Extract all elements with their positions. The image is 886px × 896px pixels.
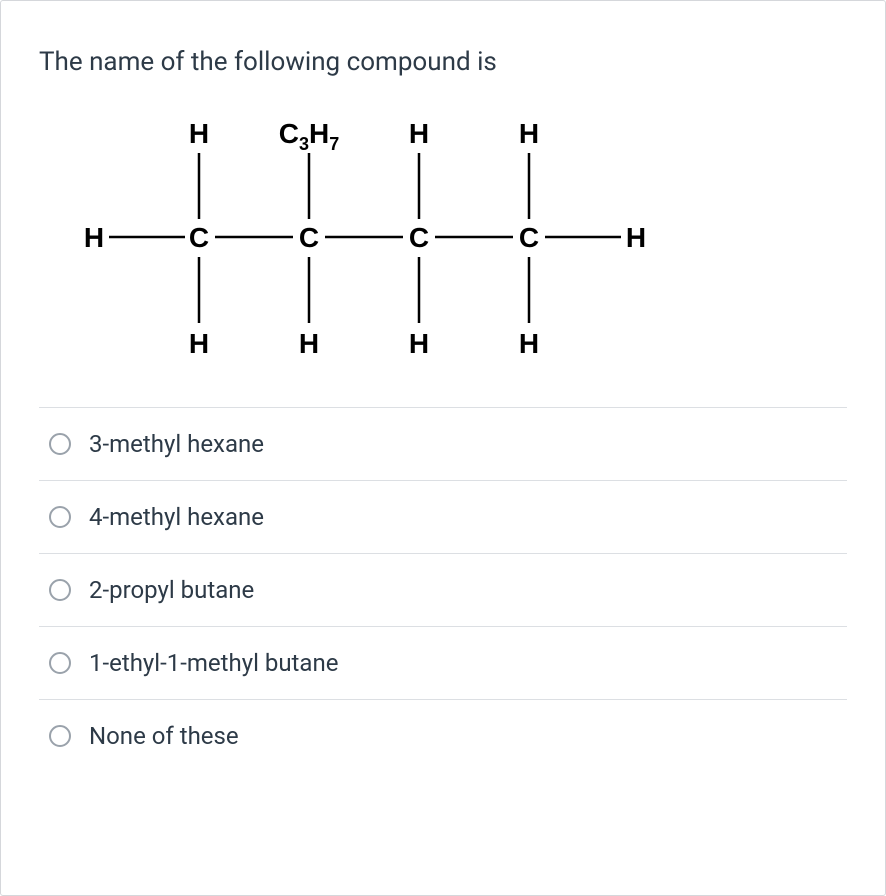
question-text: The name of the following compound is — [39, 47, 847, 77]
option-row[interactable]: 2-propyl butane — [39, 554, 847, 627]
option-row[interactable]: 1-ethyl-1-methyl butane — [39, 627, 847, 700]
carbon-2: C — [299, 222, 319, 253]
radio-icon[interactable] — [49, 725, 71, 747]
top-label-4: H — [519, 118, 539, 149]
left-H: H — [84, 222, 104, 253]
radio-icon[interactable] — [49, 652, 71, 674]
option-row[interactable]: 4-methyl hexane — [39, 481, 847, 554]
option-label: 1-ethyl-1-methyl butane — [89, 649, 338, 677]
compound-structure: H C3H7 H H H C C C C H — [69, 107, 847, 371]
top-label-3: H — [409, 118, 429, 149]
right-H: H — [626, 222, 646, 253]
bottom-label-1: H — [189, 328, 209, 359]
option-label: None of these — [89, 722, 239, 750]
carbon-3: C — [409, 222, 429, 253]
bottom-label-4: H — [519, 328, 539, 359]
option-row[interactable]: 3-methyl hexane — [39, 408, 847, 481]
bottom-label-3: H — [409, 328, 429, 359]
radio-icon[interactable] — [49, 433, 71, 455]
top-label-1: H — [189, 118, 209, 149]
option-label: 2-propyl butane — [89, 576, 254, 604]
options-list: 3-methyl hexane 4-methyl hexane 2-propyl… — [39, 407, 847, 772]
radio-icon[interactable] — [49, 506, 71, 528]
radio-icon[interactable] — [49, 579, 71, 601]
question-card: The name of the following compound is H … — [0, 0, 886, 896]
bottom-label-2: H — [299, 328, 319, 359]
top-label-2-propyl: C3H7 — [279, 118, 340, 154]
structure-svg: H C3H7 H H H C C C C H — [69, 107, 709, 367]
carbon-4: C — [519, 222, 539, 253]
option-row[interactable]: None of these — [39, 700, 847, 772]
option-label: 4-methyl hexane — [89, 503, 264, 531]
carbon-1: C — [189, 222, 209, 253]
option-label: 3-methyl hexane — [89, 430, 264, 458]
